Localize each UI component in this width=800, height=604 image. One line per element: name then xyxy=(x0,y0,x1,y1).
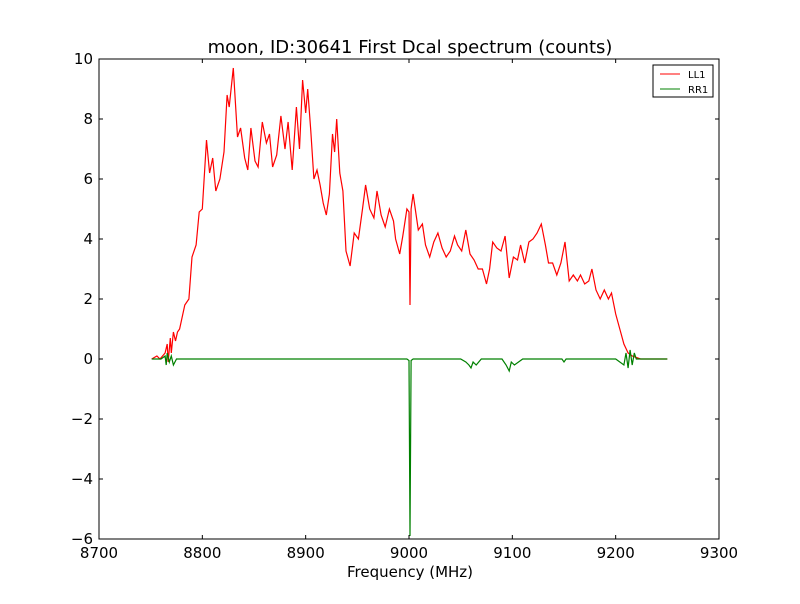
legend-label-rr1: RR1 xyxy=(688,85,708,96)
series-line-ll1 xyxy=(151,67,668,363)
legend-box xyxy=(652,64,714,98)
series-layer xyxy=(151,67,668,537)
x-tick-label: 8700 xyxy=(80,544,118,562)
y-tick-label: 10 xyxy=(74,50,93,68)
tick-layer: 8700 8800 8900 9000 9100 9200 9300 −6 −4 −2 0 2 4 6 8 1… xyxy=(71,50,738,562)
y-tick-label: −6 xyxy=(71,530,93,548)
legend-label-ll1: LL1 xyxy=(688,70,706,81)
x-tick-label: 9200 xyxy=(597,544,635,562)
x-axis-label: Frequency (MHz) xyxy=(347,563,473,581)
x-tick-label: 9100 xyxy=(493,544,531,562)
x-tick-label: 8800 xyxy=(183,544,221,562)
chart-title: moon, ID:30641 First Dcal spectrum (coun… xyxy=(208,37,613,58)
x-tick-label: 8900 xyxy=(287,544,325,562)
y-tick-label: 2 xyxy=(83,290,93,308)
y-tick-label: 6 xyxy=(83,170,93,188)
plot-frame xyxy=(98,58,720,540)
y-tick-label: 0 xyxy=(83,350,93,368)
series-line-rr1 xyxy=(151,349,668,537)
y-tick-label: −4 xyxy=(71,470,93,488)
y-tick-label: 8 xyxy=(83,110,93,128)
x-tick-label: 9000 xyxy=(390,544,428,562)
y-tick-label: −2 xyxy=(71,410,93,428)
x-tick-label: 9300 xyxy=(700,544,738,562)
legend: LL1 RR1 xyxy=(652,64,714,98)
y-tick-label: 4 xyxy=(83,230,93,248)
